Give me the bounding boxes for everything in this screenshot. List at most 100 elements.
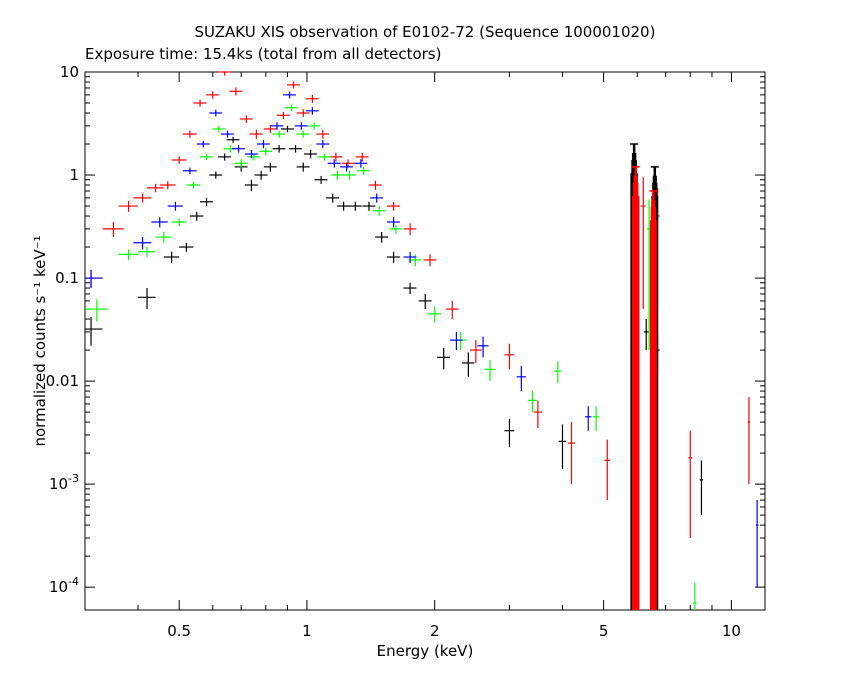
y-tick-label-exp: -3 [68,472,79,485]
x-tick-label: 0.5 [167,622,191,640]
blue-data-point [585,406,592,431]
black-data-point [218,153,232,161]
red-data-point [533,400,543,429]
green-data-point [259,147,273,156]
red-data-point [118,200,139,212]
blue-data-point [270,122,284,130]
blue-data-point [340,162,353,172]
x-tick-label: 1 [302,622,312,640]
red-series [85,71,751,538]
blue-data-point [167,201,183,211]
blue-data-point [182,167,197,175]
green-data-point [357,166,370,176]
red-data-point [229,87,243,96]
red-line-feature [649,190,658,610]
red-data-point [341,159,355,168]
y-tick-label: 10 [60,63,79,81]
red-data-point [182,130,197,138]
black-data-point [263,162,277,172]
red-data-point [218,71,232,76]
black-data-point [138,288,156,310]
black-data-point [272,145,286,153]
blue-data-point [387,217,400,228]
red-data-point [296,109,310,118]
green-data-point [272,130,286,138]
black-data-point [348,201,362,211]
y-tick-label: 0.01 [46,372,79,390]
blue-data-point [354,159,368,168]
y-axis-label: normalized counts s⁻¹ keV⁻¹ [31,235,49,446]
red-data-point [688,430,693,538]
black-data-point [179,242,194,252]
green-data-point [528,391,537,413]
red-data-point [403,223,417,236]
black-data-point [209,171,223,179]
y-tick-label: 0.1 [55,269,79,287]
red-data-point [423,254,437,267]
y-tick-label-base: 10 [49,578,68,596]
red-data-point [355,152,369,162]
x-tick-label: 5 [599,622,609,640]
blue-data-point [755,500,759,588]
green-data-point [484,360,496,382]
red-data-point [286,81,300,89]
red-data-point [305,94,319,104]
blue-data-point [220,130,234,138]
blue-data-point [85,269,103,289]
black-series [85,125,704,516]
blue-data-point [305,107,319,115]
chart-subtitle: Exposure time: 15.4ks (total from all de… [85,45,441,63]
black-data-point [462,352,475,377]
green-data-point [330,170,344,180]
black-data-point [643,319,649,351]
black-data-point [699,460,704,516]
green-data-point [171,218,187,227]
red-data-point [316,129,330,139]
blue-data-point [449,331,463,351]
blue-data-point [209,109,223,117]
blue-data-point [231,145,245,153]
x-tick-label: 10 [722,622,741,640]
green-data-point [199,153,213,160]
black-data-point [387,251,400,264]
green-data-point [155,231,172,243]
red-data-point [133,193,152,203]
y-tick-label: 10-4 [49,575,79,596]
black-data-point [375,231,389,243]
blue-data-point [282,91,296,99]
black-data-point [85,316,103,346]
red-data-point [85,269,103,289]
black-data-point [504,418,515,447]
red-data-point [206,91,220,99]
red-data-point [263,125,277,134]
black-data-point [199,197,213,207]
green-data-point [428,306,442,323]
red-data-point [193,99,207,107]
plot-frame [84,71,766,611]
red-data-point [604,439,611,501]
green-data-point [138,247,156,258]
green-data-point [296,130,310,138]
red-data-point [329,152,343,162]
y-tick-label-exp: -4 [68,575,79,588]
red-data-point [239,115,253,123]
green-data-point [186,181,201,189]
black-data-point [403,282,417,295]
red-data-point [147,183,164,193]
red-data-point [368,180,382,190]
green-data-point [317,153,331,161]
red-data-point [567,422,575,485]
black-data-point [314,175,328,184]
black-data-point [226,136,240,143]
x-axis-label: Energy (keV) [377,642,474,660]
black-data-point [418,294,432,310]
red-line-feature [631,166,640,610]
chart-title: SUZAKU XIS observation of E0102-72 (Sequ… [195,23,656,41]
black-data-point [326,193,340,203]
blue-data-point [316,140,330,149]
green-data-point [234,159,248,168]
green-data-point [212,125,226,133]
